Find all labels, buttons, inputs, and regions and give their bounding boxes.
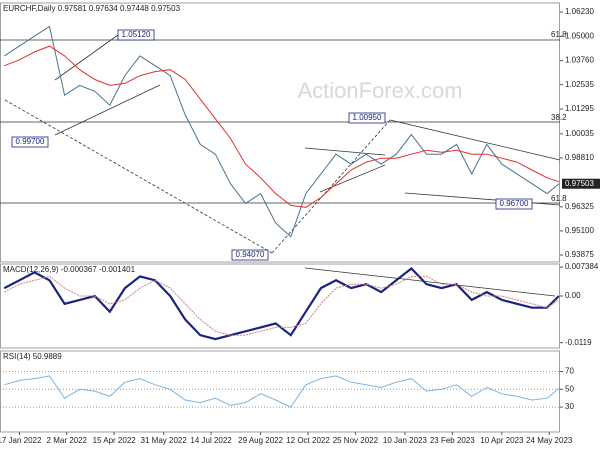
x-tick-label: 10 Apr 2023 <box>480 436 524 445</box>
y-tick-label: 70 <box>565 367 574 376</box>
rsi-title: RSI(14) 50.9889 <box>3 352 62 361</box>
y-tick-label: 1.01295 <box>565 104 594 113</box>
watermark: ActionForex.com <box>297 78 462 103</box>
series-line <box>4 45 560 208</box>
x-tick-label: 10 Jan 2023 <box>383 436 428 445</box>
series-line <box>4 25 560 238</box>
annotations: 1.05120 0.99700 0.94070 1.00950 0.96700 … <box>11 29 567 261</box>
y-tick-label: 0.007384 <box>565 262 599 271</box>
y-tick-label: 0.93875 <box>565 250 594 259</box>
x-tick-label: 25 Nov 2022 <box>333 436 379 445</box>
x-tick-label: 2 Mar 2022 <box>47 436 88 445</box>
fib-label: 61.8 <box>551 30 567 39</box>
x-tick-label: 29 Aug 2022 <box>238 436 283 445</box>
x-tick-label: 12 Oct 2022 <box>286 436 330 445</box>
chart-title: EURCHF,Daily 0.97581 0.97634 0.97448 0.9… <box>3 4 181 13</box>
y-tick-label: 1.03760 <box>565 56 594 65</box>
x-tick-label: 24 May 2023 <box>526 436 573 445</box>
y-tick-label: 1.06230 <box>565 7 594 16</box>
x-tick-label: 17 Jan 2022 <box>0 436 42 445</box>
x-tick-label: 31 May 2022 <box>141 436 188 445</box>
x-tick-label: 14 Jul 2022 <box>190 436 232 445</box>
last-price-box <box>562 178 600 189</box>
fib-label: 38.2 <box>551 113 567 122</box>
level-label: 1.00950 <box>353 113 382 122</box>
series-line <box>4 375 560 408</box>
y-tick-label: 1.02535 <box>565 80 594 89</box>
guides <box>0 29 561 297</box>
level-label: 0.94070 <box>236 250 265 259</box>
panel-frames <box>0 2 560 433</box>
series-line <box>3 267 560 341</box>
fib-label: 61.8 <box>551 194 567 203</box>
y-tick-label: 30 <box>565 402 574 411</box>
y-tick-label: 0.95100 <box>565 226 594 235</box>
series-line <box>4 275 560 336</box>
y-tick-label: 1.00035 <box>565 129 594 138</box>
level-label: 1.05120 <box>122 30 151 39</box>
y-tick-label: -0.0119 <box>565 338 592 347</box>
macd-title: MACD(12,26,9) -0.000367 -0.001401 <box>3 265 136 274</box>
level-label: 0.99700 <box>16 137 45 146</box>
y-tick-label: 0.96325 <box>565 202 594 211</box>
y-tick-label: 0.98810 <box>565 153 594 162</box>
x-tick-label: 23 Feb 2023 <box>430 436 475 445</box>
level-label: 0.96700 <box>500 199 529 208</box>
y-tick-label: 0.00 <box>565 291 581 300</box>
y-tick-label: 1.05000 <box>565 31 594 40</box>
last-price-label: 0.97503 <box>565 179 594 188</box>
x-tick-label: 15 Apr 2022 <box>93 436 137 445</box>
y-tick-label: 50 <box>565 384 574 393</box>
